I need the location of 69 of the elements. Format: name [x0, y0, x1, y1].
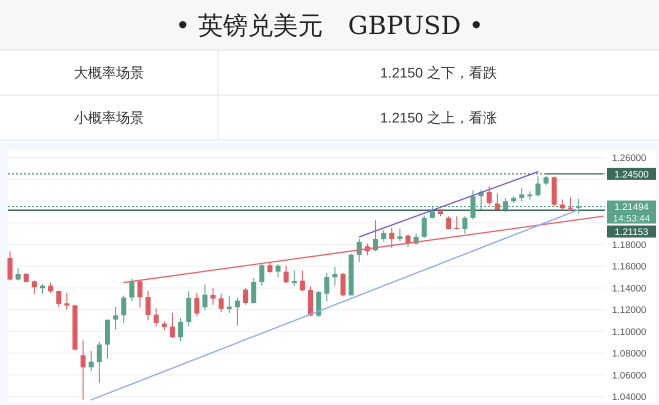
candlestick — [324, 272, 330, 302]
candlestick — [226, 295, 232, 314]
candlestick — [381, 230, 386, 242]
candlestick — [356, 238, 362, 262]
candlestick — [454, 216, 460, 230]
candlestick — [194, 292, 200, 317]
candlestick — [170, 312, 175, 338]
candlestick — [121, 295, 126, 324]
text: 1.2150 之下，看跌 — [380, 64, 497, 80]
candlestick — [162, 320, 167, 331]
y-tick-label: 1.04000 — [612, 392, 646, 404]
candlestick — [300, 270, 305, 292]
candlestick — [80, 340, 86, 400]
candlestick — [389, 227, 394, 248]
y-tick-label: 1.06000 — [612, 370, 646, 382]
candlestick — [202, 284, 208, 311]
candlestick — [24, 272, 29, 283]
candlestick — [267, 261, 272, 274]
ref-line-label: 1.21153 — [614, 227, 648, 238]
candlestick — [210, 287, 216, 306]
candlestick — [88, 350, 94, 372]
y-tick-label: 1.14000 — [612, 283, 646, 294]
candlestick — [422, 215, 427, 238]
candlestick — [259, 262, 264, 286]
candlestick — [276, 263, 281, 278]
y-tick-label: 1.10000 — [612, 326, 646, 338]
candlestick — [535, 176, 540, 197]
candlestick — [48, 282, 54, 294]
candlestick — [462, 216, 468, 234]
candlestick — [234, 297, 240, 326]
candlestick — [316, 290, 322, 318]
text: 14:53:44 — [613, 214, 650, 225]
y-tick-label: 1.12000 — [612, 305, 646, 316]
candlestick — [113, 306, 118, 330]
candlestick — [519, 187, 524, 202]
candlestick — [340, 272, 346, 297]
candlestick — [96, 341, 102, 384]
candlestick — [284, 265, 289, 284]
y-tick-label: 1.18000 — [612, 240, 646, 251]
candlestick — [7, 250, 13, 281]
candlestick — [146, 290, 151, 321]
candlestick — [178, 317, 184, 342]
text: 小概率场景 — [74, 110, 144, 126]
candlestick — [560, 199, 565, 211]
candlestick — [243, 287, 248, 306]
candlestick — [494, 193, 500, 210]
candlestick — [486, 186, 492, 206]
y-tick-label: 1.08000 — [612, 348, 646, 360]
candlestick — [251, 277, 256, 304]
candlestick — [40, 284, 46, 294]
candlestick — [568, 196, 573, 212]
text: 大概率场景 — [74, 64, 144, 80]
candlestick — [332, 266, 338, 286]
candlestick — [292, 270, 297, 286]
candlestick — [397, 228, 402, 242]
candlestick — [16, 267, 21, 281]
text: • 英镑兑美元 GBPUSD • — [175, 11, 484, 40]
y-tick-label: 1.16000 — [612, 262, 646, 273]
candlestick — [129, 278, 134, 302]
ref-line-label: 1.21494 — [614, 202, 649, 214]
y-tick-label: 1.26000 — [612, 153, 646, 164]
candlestick — [218, 293, 224, 313]
candlestick — [446, 216, 452, 230]
text: 1.2150 之上，看涨 — [380, 110, 497, 126]
candlestick — [56, 290, 62, 308]
ref-line-label: 1.24500 — [614, 169, 649, 180]
candlestick — [154, 308, 159, 327]
candlestick — [32, 280, 37, 294]
candlestick — [544, 175, 549, 186]
